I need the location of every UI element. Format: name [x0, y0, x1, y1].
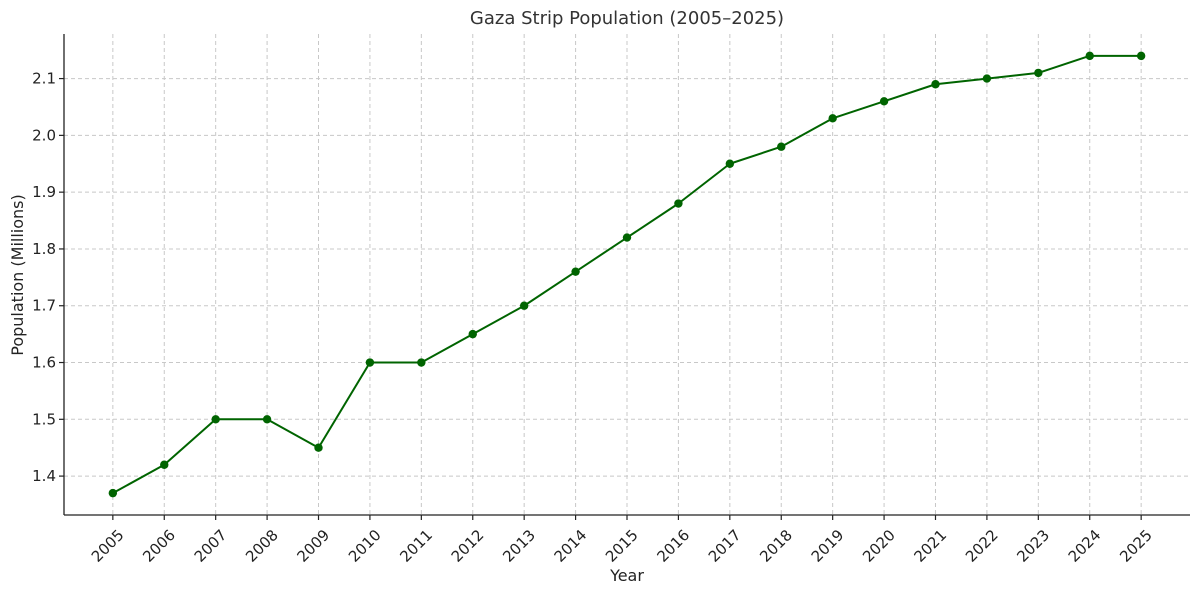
data-point-2015 [622, 233, 632, 242]
x-tick-label: 2018 [756, 526, 796, 566]
x-tick-label: 2024 [1065, 526, 1105, 566]
x-axis-title: Year [609, 566, 644, 585]
data-point-2008 [262, 415, 272, 424]
data-point-2011 [417, 358, 426, 367]
y-tick-label: 1.5 [32, 410, 56, 428]
grid [64, 34, 1190, 515]
x-tick-label: 2007 [191, 526, 231, 566]
x-tick-label: 2013 [499, 526, 539, 566]
x-axis-ticks: 2005 2006 2007 2008 2009 2010 2011 2012 2013 2014… [88, 515, 1156, 566]
x-tick-label: 2009 [294, 526, 334, 566]
x-tick-label: 2011 [396, 526, 436, 566]
data-point-2025 [1136, 51, 1146, 61]
y-tick-label: 1.4 [32, 467, 56, 485]
y-tick-label: 1.9 [32, 183, 56, 201]
x-tick-label: 2008 [242, 526, 282, 566]
data-point-2019 [828, 114, 837, 123]
x-tick-label: 2022 [962, 526, 1002, 566]
data-point-2020 [879, 97, 889, 106]
x-tick-label: 2021 [911, 526, 951, 566]
x-tick-label: 2015 [602, 526, 642, 566]
x-tick-label: 2005 [88, 526, 128, 566]
y-tick-label: 2.1 [32, 70, 56, 88]
y-axis-title: Population (Millions) [8, 194, 27, 355]
x-tick-label: 2023 [1013, 526, 1053, 566]
y-tick-label: 1.6 [32, 354, 56, 372]
data-point-2010 [365, 358, 375, 367]
x-tick-label: 2017 [705, 526, 745, 566]
data-point-2022 [982, 74, 992, 83]
x-tick-label: 2019 [808, 526, 848, 566]
y-tick-label: 1.7 [32, 297, 56, 315]
x-tick-label: 2010 [345, 526, 385, 566]
data-point-2007 [211, 415, 220, 424]
population-series [108, 51, 1146, 498]
x-tick-label: 2012 [448, 526, 488, 566]
data-point-2006 [160, 460, 169, 469]
data-point-2016 [674, 199, 683, 208]
y-tick-label: 2.0 [32, 126, 56, 144]
data-point-2014 [571, 267, 580, 276]
data-point-2005 [108, 488, 118, 498]
data-point-2017 [725, 159, 735, 168]
x-tick-label: 2020 [859, 526, 899, 566]
x-tick-label: 2025 [1116, 526, 1156, 566]
data-point-2024 [1085, 51, 1094, 61]
data-point-2023 [1034, 68, 1043, 78]
chart-title: Gaza Strip Population (2005–2025) [470, 8, 784, 29]
data-point-2012 [468, 329, 477, 339]
x-tick-label: 2016 [653, 526, 693, 566]
data-point-2009 [314, 443, 323, 452]
y-axis-ticks: 1.4 1.5 1.6 1.7 1.8 1.9 2.0 2.1 [32, 70, 64, 485]
data-point-2013 [519, 301, 529, 310]
x-tick-label: 2014 [551, 526, 591, 566]
y-tick-label: 1.8 [32, 240, 56, 258]
data-point-2018 [777, 142, 786, 151]
x-tick-label: 2006 [139, 526, 179, 566]
data-point-2021 [931, 80, 940, 89]
